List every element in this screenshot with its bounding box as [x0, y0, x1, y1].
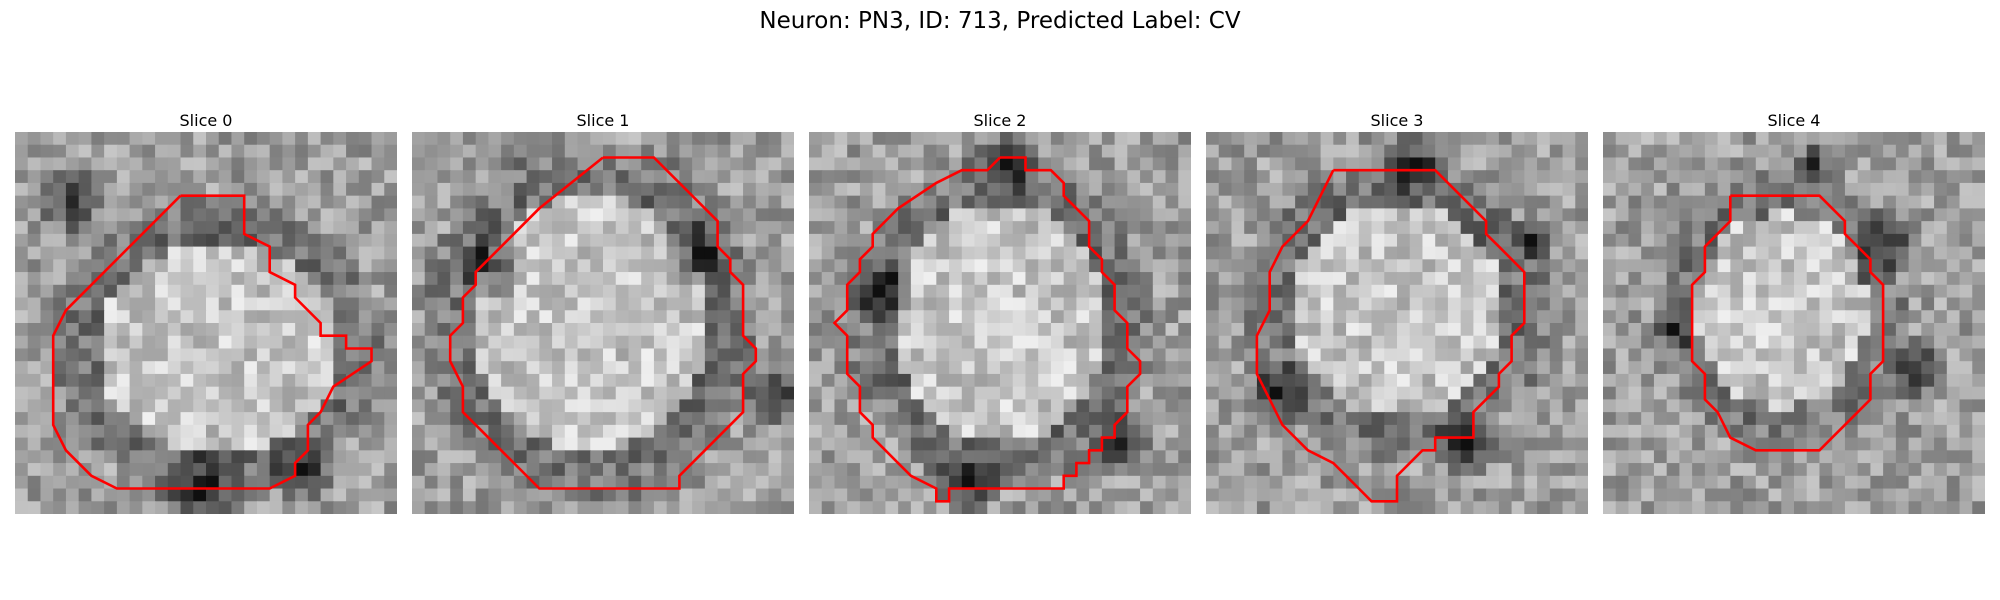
segmentation-contour [832, 156, 1142, 503]
pixel-grid [1603, 132, 1985, 514]
pixel-grid [412, 132, 794, 514]
figure-title: Neuron: PN3, ID: 713, Predicted Label: C… [759, 8, 1241, 34]
slice-panel-3: Slice 3 [1206, 110, 1588, 514]
slice-panel-2: Slice 2 [809, 110, 1191, 514]
slice-image [15, 132, 397, 514]
segmentation-contour [1690, 194, 1885, 452]
pixel-grid [1206, 132, 1588, 514]
slice-title: Slice 1 [576, 111, 630, 130]
segmentation-contour [1255, 168, 1526, 503]
slice-panel-1: Slice 1 [412, 110, 794, 514]
slice-title: Slice 4 [1767, 111, 1821, 130]
slice-image [1206, 132, 1588, 514]
segmentation-contour [51, 194, 373, 490]
slice-panel-0: Slice 0 [15, 110, 397, 514]
slice-title: Slice 2 [973, 111, 1027, 130]
slice-panel-4: Slice 4 [1603, 110, 1985, 514]
pixel-grid [15, 132, 397, 514]
slice-image [1603, 132, 1985, 514]
slice-image [412, 132, 794, 514]
pixel-grid [809, 132, 1191, 514]
slice-image [809, 132, 1191, 514]
segmentation-contour [448, 156, 758, 490]
slice-title: Slice 3 [1370, 111, 1424, 130]
slice-title: Slice 0 [179, 111, 233, 130]
